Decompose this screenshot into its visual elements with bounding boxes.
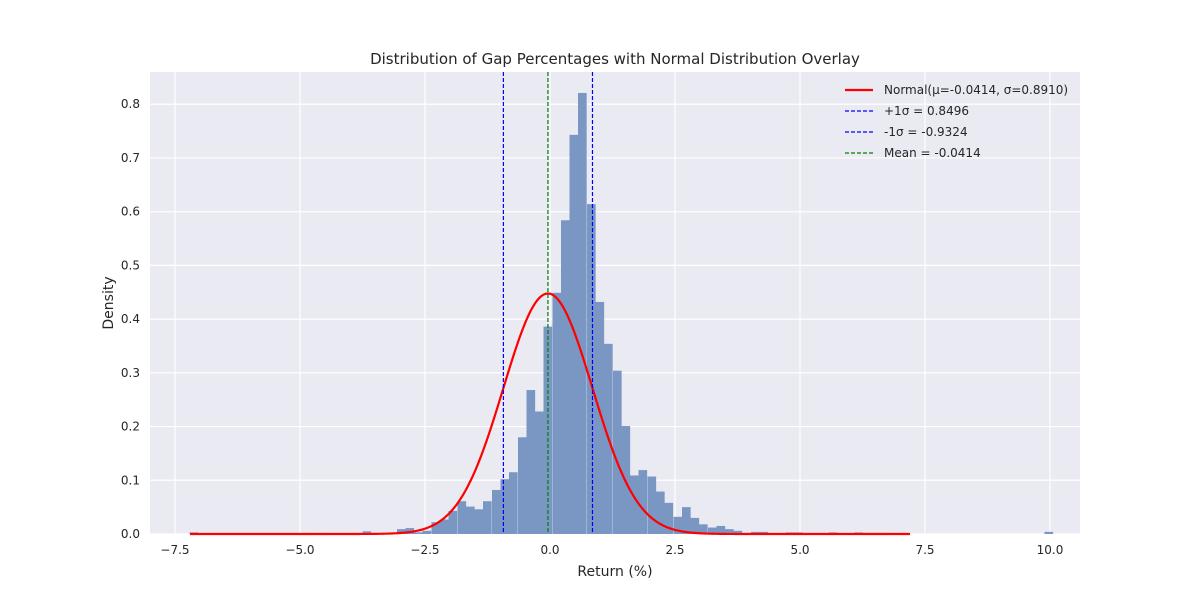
histogram-bar <box>552 292 562 534</box>
x-tick-label: 7.5 <box>915 543 934 557</box>
histogram-bar <box>483 501 492 534</box>
legend-item-mean: Mean = -0.0414 <box>845 146 981 160</box>
y-tick-label: 0.4 <box>121 312 140 326</box>
y-tick-label: 0.8 <box>121 97 140 111</box>
histogram-bar <box>656 491 665 534</box>
x-tick-label: −2.5 <box>410 543 439 557</box>
histogram-bar <box>699 524 708 534</box>
y-tick-label: 0.1 <box>121 473 140 487</box>
histogram-bar <box>457 501 467 534</box>
histogram-bar <box>716 525 726 534</box>
y-tick-label: 0.7 <box>121 151 140 165</box>
histogram-bar <box>664 502 674 534</box>
histogram-bar <box>500 479 510 534</box>
histogram-bar <box>690 517 700 534</box>
histogram-bar <box>673 516 683 534</box>
histogram-bar <box>414 532 423 534</box>
histogram-bar <box>1044 531 1054 534</box>
normal-curve <box>190 292 910 536</box>
histogram-bar <box>725 529 734 534</box>
legend: Normal(μ=-0.0414, σ=0.8910) +1σ = 0.8496… <box>845 83 1068 160</box>
histogram-bar <box>647 476 657 534</box>
histogram-bar <box>431 522 441 534</box>
x-tick-labels: −7.5 −5.0 −2.5 0.0 2.5 5.0 7.5 10.0 <box>160 543 1063 557</box>
x-tick-label: 10.0 <box>1037 543 1064 557</box>
histogram-bar <box>362 531 372 534</box>
legend-item-minus-sigma: -1σ = -0.9324 <box>845 125 968 139</box>
histogram-bar <box>474 509 484 534</box>
legend-label-plus-sigma: +1σ = 0.8496 <box>884 104 969 118</box>
histogram-bar <box>708 527 717 534</box>
y-axis-title: Density <box>101 276 117 329</box>
histogram-bar <box>440 519 449 534</box>
x-tick-label: 5.0 <box>790 543 809 557</box>
chart-title: Distribution of Gap Percentages with Nor… <box>370 50 860 68</box>
histogram-bar <box>595 301 605 534</box>
histogram-bar <box>492 489 501 534</box>
histogram-bar <box>509 472 518 534</box>
histogram-bar <box>638 470 648 534</box>
y-tick-label: 0.2 <box>121 420 140 434</box>
legend-label-normal: Normal(μ=-0.0414, σ=0.8910) <box>884 83 1068 97</box>
legend-item-normal: Normal(μ=-0.0414, σ=0.8910) <box>845 83 1068 97</box>
y-tick-label: 0.5 <box>121 258 140 272</box>
histogram-bar <box>448 510 458 534</box>
legend-label-mean: Mean = -0.0414 <box>884 146 981 160</box>
x-tick-label: 0.0 <box>540 543 559 557</box>
histogram-bar <box>422 530 432 534</box>
histogram-bar <box>733 530 743 534</box>
histogram-bar <box>526 390 536 534</box>
x-tick-label: 2.5 <box>665 543 684 557</box>
histogram-bar <box>578 92 587 534</box>
histogram-bar <box>543 326 553 534</box>
histogram-bar <box>587 204 596 534</box>
histogram-bar <box>518 437 527 534</box>
histogram-bar <box>561 220 570 534</box>
histogram-bar <box>397 529 406 534</box>
y-tick-label: 0.0 <box>121 527 140 541</box>
reference-lines <box>502 72 594 534</box>
y-tick-labels: 0.0 0.1 0.2 0.3 0.4 0.5 0.6 0.7 0.8 <box>121 97 140 541</box>
histogram-bar <box>630 475 639 534</box>
legend-item-plus-sigma: +1σ = 0.8496 <box>845 104 969 118</box>
x-tick-label: −5.0 <box>285 543 314 557</box>
x-axis-title: Return (%) <box>577 564 652 580</box>
histogram-bar <box>466 506 475 534</box>
legend-label-minus-sigma: -1σ = -0.9324 <box>884 125 968 139</box>
histogram-bar <box>569 134 579 534</box>
histogram-bar <box>613 370 622 534</box>
x-tick-label: −7.5 <box>160 543 189 557</box>
y-tick-label: 0.6 <box>121 205 140 219</box>
y-tick-label: 0.3 <box>121 366 140 380</box>
histogram-bar <box>682 507 691 534</box>
histogram-bar <box>535 411 544 534</box>
